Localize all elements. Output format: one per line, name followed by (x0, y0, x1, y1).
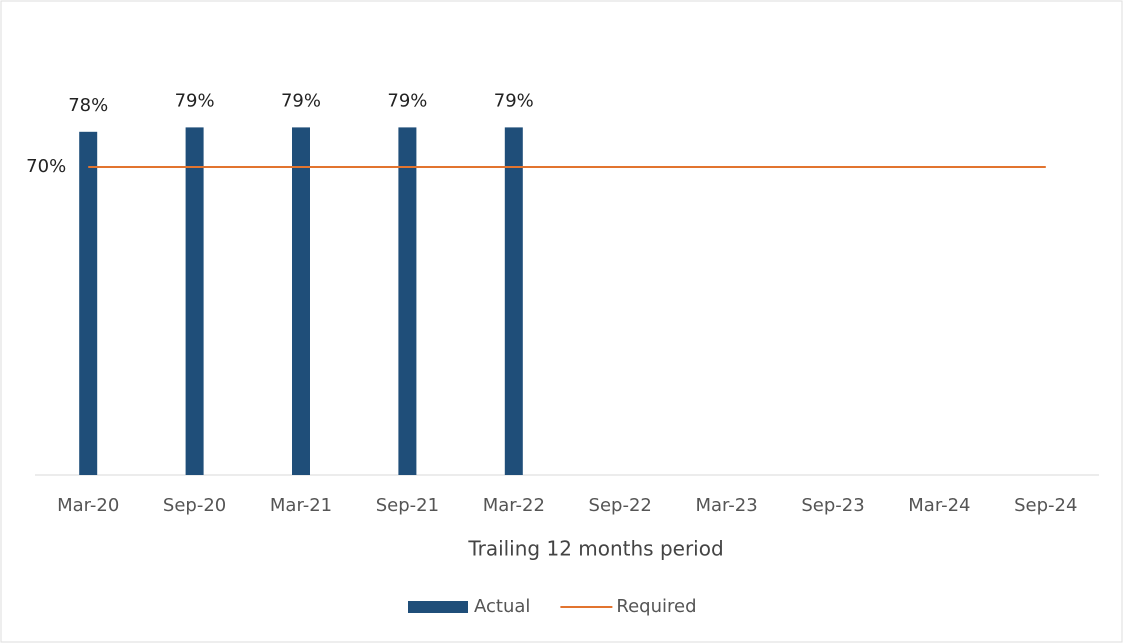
data-label: 79% (494, 90, 534, 111)
bar (398, 127, 417, 476)
data-label: 79% (175, 90, 215, 111)
bar (185, 127, 204, 476)
x-tick-label: Sep-20 (163, 495, 226, 516)
x-tick-label: Sep-24 (1014, 495, 1077, 516)
data-label: 70% (26, 156, 66, 177)
x-tick-label: Mar-21 (270, 495, 332, 516)
bar (504, 127, 523, 476)
data-label: 79% (281, 90, 321, 111)
bar (79, 131, 98, 476)
data-label: 78% (68, 95, 108, 116)
bar (292, 127, 310, 476)
x-axis-title: Trailing 12 months period (467, 537, 723, 561)
legend-label: Required (616, 596, 696, 617)
x-tick-label: Sep-23 (801, 495, 864, 516)
x-tick-label: Mar-24 (908, 495, 970, 516)
x-tick-label: Sep-22 (589, 495, 652, 516)
x-tick-label: Mar-20 (57, 495, 119, 516)
x-tick-label: Mar-23 (695, 495, 757, 516)
x-tick-label: Sep-21 (376, 495, 439, 516)
x-tick-label: Mar-22 (483, 495, 545, 516)
legend-swatch (408, 601, 468, 613)
legend-label: Actual (474, 596, 530, 617)
data-label: 79% (387, 90, 427, 111)
